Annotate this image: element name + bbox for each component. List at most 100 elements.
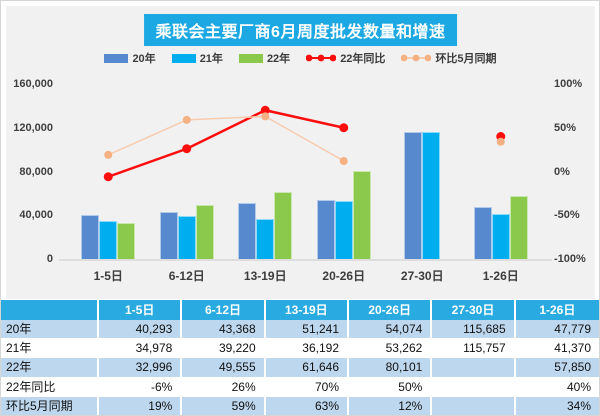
table-cell (432, 396, 516, 415)
table-cell: 39,220 (182, 339, 266, 359)
chart-panel: 乘联会主要厂商6月周度批发数量和增速 20年 21年 22年 22年同比 环比5月同期 … (6, 6, 595, 299)
axis-tick-label: -50% (554, 209, 580, 222)
marker-22年同比-6-12日 (182, 144, 192, 154)
table-cell: 12% (349, 396, 433, 415)
bar-21年-20-26日 (334, 200, 353, 259)
table-cell: 61,646 (265, 358, 349, 378)
marker-环比5月同期-1-26日 (496, 137, 505, 146)
marker-环比5月同期-6-12日 (182, 115, 191, 124)
axis-tick-label: 120,000 (13, 121, 53, 134)
legend-label: 22年 (266, 53, 291, 65)
table-header-corner (1, 300, 99, 320)
table-header-13-19日: 13-19日 (265, 300, 349, 320)
table-header-20-26日: 20-26日 (349, 300, 433, 320)
legend-swatch-bar (171, 53, 196, 63)
table-row-label: 21年 (1, 339, 99, 359)
table-row-label: 环比5月同期 (1, 396, 99, 415)
x-axis-label: 13-19日 (243, 269, 287, 283)
x-axis-label: 20-26日 (322, 269, 366, 283)
bar-22年-20-26日 (352, 171, 371, 259)
legend-item-21年: 21年 (171, 50, 223, 66)
table-cell: 50% (349, 377, 433, 397)
legend-swatch-line (401, 54, 432, 62)
axis-tick-label: 0 (46, 253, 53, 265)
table-header-27-30日: 27-30日 (432, 300, 516, 320)
table-row-label: 22年 (1, 358, 99, 378)
marker-环比5月同期-13-19日 (261, 112, 270, 121)
legend-item-22年同比: 22年同比 (306, 50, 385, 66)
x-axis-label: 1-5日 (93, 269, 123, 283)
table-cell: 40% (515, 377, 599, 397)
table-cell: -6% (99, 377, 183, 397)
legend-swatch-bar (238, 53, 263, 63)
table-cell (432, 377, 516, 397)
x-axis-label: 27-30日 (400, 269, 444, 283)
marker-环比5月同期-1-5日 (104, 150, 113, 159)
bar-20年-27-30日 (404, 132, 423, 259)
bar-21年-6-12日 (177, 216, 196, 259)
table-cell: 57,850 (515, 358, 599, 378)
table-cell: 19% (99, 396, 183, 415)
table-cell: 32,996 (99, 358, 183, 378)
marker-22年同比-20-26日 (339, 123, 349, 133)
axis-tick-label: 40,000 (19, 209, 53, 222)
legend-item-22年: 22年 (238, 50, 291, 66)
bar-22年-1-26日 (509, 195, 528, 259)
table-row-label: 22年同比 (1, 377, 99, 397)
bar-20年-1-5日 (81, 214, 100, 259)
axis-tick-label: 0% (554, 165, 570, 178)
x-axis-line (59, 259, 552, 261)
table-cell: 80,101 (349, 358, 433, 378)
line-series-overlay (103, 105, 506, 182)
table-cell: 54,074 (349, 320, 433, 340)
line-环比5月同期 (107, 115, 345, 162)
chart-title: 乘联会主要厂商6月周度批发数量和增速 (143, 14, 458, 46)
table-cell: 59% (182, 396, 266, 415)
table-cell: 34% (515, 396, 599, 415)
table-cell: 40,293 (99, 320, 183, 340)
legend-label: 22年同比 (340, 53, 386, 65)
table-row-label: 20年 (1, 320, 99, 340)
table-cell: 70% (265, 377, 349, 397)
line-22年同比 (107, 108, 345, 178)
table-cell: 26% (182, 377, 266, 397)
left-axis: 0 40,000 80,000 120,000 160,000 (6, 78, 61, 265)
legend-label: 20年 (132, 53, 156, 65)
axis-tick-label: 160,000 (13, 78, 53, 90)
axis-tick-label: 50% (554, 121, 577, 134)
axis-tick-label: 80,000 (19, 165, 53, 178)
bar-22年-1-5日 (117, 222, 136, 259)
marker-环比5月同期-20-26日 (339, 157, 348, 165)
plot-area: 1-5日 6-12日 13-19日 20-26日 27-30日 1-26日 (59, 84, 552, 283)
table-header-1-5日: 1-5日 (99, 300, 183, 320)
table-cell: 47,779 (515, 320, 599, 340)
bar-20年-6-12日 (159, 211, 178, 259)
legend-item-20年: 20年 (104, 50, 156, 66)
right-axis: -100% -50% 0% 50% 100% (546, 78, 594, 265)
table-cell: 43,368 (182, 320, 266, 340)
table-cell: 53,262 (349, 339, 433, 359)
chart-legend: 20年 21年 22年 22年同比 环比5月同期 (6, 50, 595, 66)
axis-tick-label: 100% (554, 78, 583, 90)
table-cell: 49,555 (182, 358, 266, 378)
legend-item-环比5月同期: 环比5月同期 (401, 50, 497, 66)
x-axis-label: 6-12日 (168, 269, 205, 283)
axis-tick-label: -100% (554, 253, 586, 265)
legend-label: 21年 (199, 53, 223, 65)
table-cell: 51,241 (265, 320, 349, 340)
table-cell: 115,685 (432, 320, 516, 340)
bar-22年-6-12日 (195, 204, 214, 259)
bar-21年-1-26日 (491, 213, 510, 259)
table-cell: 41,370 (515, 339, 599, 359)
bar-20年-13-19日 (238, 202, 257, 259)
table-cell: 34,978 (99, 339, 183, 359)
table-cell: 115,757 (432, 339, 516, 359)
table-cell (432, 358, 516, 378)
table-header-1-26日: 1-26日 (515, 300, 599, 320)
bar-20年-1-26日 (473, 206, 492, 259)
bar-22年-13-19日 (274, 191, 293, 259)
marker-22年同比-1-5日 (103, 172, 113, 182)
table-header-6-12日: 6-12日 (182, 300, 266, 320)
data-table: 1-5日 6-12日 13-19日 20-26日 27-30日 1-26日 20年 40,29… (1, 300, 599, 415)
marker-22年同比-13-19日 (260, 105, 270, 115)
